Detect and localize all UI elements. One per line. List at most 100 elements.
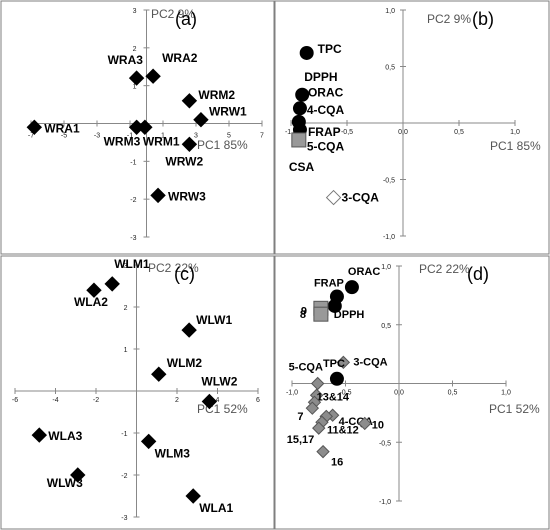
data-point bbox=[329, 371, 344, 386]
point-label: WRW1 bbox=[209, 105, 247, 119]
point-label: 5-CQA bbox=[307, 140, 345, 154]
point-label: 16 bbox=[331, 457, 343, 469]
data-point bbox=[201, 393, 218, 410]
data-point bbox=[327, 298, 342, 313]
pc-x-label: PC1 85% bbox=[490, 139, 541, 153]
y-tick-label: 3 bbox=[133, 8, 137, 15]
y-tick-label: 1 bbox=[133, 84, 137, 91]
data-point bbox=[128, 70, 145, 86]
data-point bbox=[325, 189, 342, 206]
data-point bbox=[313, 306, 329, 322]
point-label: CSA bbox=[289, 160, 315, 174]
panel-label: (b) bbox=[472, 9, 494, 29]
panel-frame bbox=[0, 255, 275, 530]
point-label: WLM3 bbox=[155, 446, 191, 460]
x-tick-label: -5 bbox=[61, 133, 67, 140]
data-point bbox=[291, 132, 307, 148]
x-tick-label: 0,0 bbox=[398, 129, 408, 136]
point-label: 7 bbox=[297, 411, 303, 423]
pc-x-label: PC1 85% bbox=[197, 138, 248, 152]
x-tick-label: 6 bbox=[256, 397, 260, 404]
x-tick-label: -1,0 bbox=[285, 129, 297, 136]
data-point bbox=[26, 119, 43, 135]
x-tick-label: 7 bbox=[260, 133, 264, 140]
point-label: WLM1 bbox=[114, 257, 150, 271]
panel-label: (d) bbox=[467, 264, 489, 284]
data-point bbox=[145, 68, 161, 84]
y-tick-label: -2 bbox=[121, 473, 127, 480]
data-point bbox=[312, 421, 326, 435]
data-point bbox=[193, 112, 209, 128]
y-tick-label: -0,5 bbox=[383, 178, 395, 185]
data-point bbox=[31, 427, 48, 443]
data-point bbox=[86, 282, 102, 298]
point-label: WRA1 bbox=[44, 121, 80, 135]
data-point bbox=[358, 416, 372, 431]
data-point bbox=[316, 444, 330, 459]
y-tick-label: 1 bbox=[124, 347, 128, 354]
point-label: 3-CQA bbox=[353, 356, 387, 368]
point-label: WLW3 bbox=[47, 476, 83, 490]
point-label: WRA3 bbox=[108, 53, 144, 67]
data-point bbox=[344, 280, 359, 295]
point-label: 11&12 bbox=[327, 424, 359, 436]
point-label: FRAP bbox=[308, 125, 341, 139]
x-tick-label: 1,0 bbox=[510, 129, 520, 136]
x-tick-label: 0,5 bbox=[448, 390, 458, 397]
pc-x-label: PC1 52% bbox=[489, 402, 540, 416]
y-tick-label: -1,0 bbox=[379, 499, 391, 506]
data-point bbox=[70, 467, 86, 483]
point-label: DPPH bbox=[334, 309, 365, 321]
panel-frame bbox=[274, 0, 550, 255]
point-label: ORAC bbox=[308, 85, 344, 99]
data-point bbox=[295, 87, 310, 102]
point-label: WRM2 bbox=[198, 88, 235, 102]
point-label: WRW2 bbox=[165, 154, 203, 168]
point-label: WLW1 bbox=[196, 313, 232, 327]
x-tick-label: -4 bbox=[52, 397, 58, 404]
y-tick-label: -1 bbox=[130, 159, 136, 166]
x-tick-label: 3 bbox=[194, 133, 198, 140]
data-point bbox=[181, 93, 198, 109]
point-label: 9 bbox=[301, 305, 307, 317]
x-tick-label: -3 bbox=[94, 133, 100, 140]
data-point bbox=[151, 366, 167, 382]
pc-y-label: PC2 22% bbox=[148, 261, 199, 275]
pc-y-label: PC2 9% bbox=[427, 12, 471, 26]
x-tick-label: 1,0 bbox=[501, 390, 511, 397]
x-tick-label: -0,5 bbox=[339, 390, 351, 397]
data-point bbox=[181, 136, 198, 153]
y-tick-label: -3 bbox=[130, 235, 136, 242]
point-label: WLA2 bbox=[74, 295, 108, 309]
x-tick-label: -6 bbox=[12, 397, 18, 404]
y-tick-label: 3 bbox=[124, 263, 128, 270]
y-tick-label: 1,0 bbox=[381, 264, 391, 271]
y-tick-label: 2 bbox=[133, 46, 137, 53]
data-point bbox=[104, 276, 120, 292]
x-tick-label: 0,5 bbox=[454, 129, 464, 136]
point-label: 15,17 bbox=[287, 434, 315, 446]
x-tick-label: -7 bbox=[28, 133, 34, 140]
chart-panel-4: -1,0 -0,5 0,0 0,5 1,0 -1,0 -0,5 0,5 1,0 PC2 22% PC… bbox=[274, 255, 550, 530]
point-label: ORAC bbox=[348, 266, 380, 278]
chart-panel-1: -7 -5 -3 -1 1 3 5 7 -3 -2 -1 1 2 3 PC2 9% PC1 85% (a) WRA… bbox=[0, 0, 275, 255]
data-point bbox=[305, 401, 320, 415]
y-tick-label: 2 bbox=[124, 305, 128, 312]
point-label: 5-CQA bbox=[289, 362, 323, 374]
point-label: WRM1 bbox=[143, 134, 180, 148]
point-label: 10 bbox=[372, 419, 384, 431]
y-tick-label: 1,0 bbox=[385, 8, 395, 15]
point-label: WLW2 bbox=[201, 375, 237, 389]
point-label: WRM3 bbox=[104, 134, 141, 148]
panel-label: (c) bbox=[174, 264, 195, 284]
pc-y-label: PC2 22% bbox=[419, 262, 470, 276]
data-point bbox=[181, 322, 197, 338]
x-tick-label: 0,0 bbox=[394, 390, 404, 397]
data-point bbox=[310, 376, 325, 391]
pc-y-label: PC2 9% bbox=[151, 7, 195, 21]
point-label: TPC bbox=[323, 358, 345, 370]
point-label: WLA1 bbox=[199, 501, 233, 515]
y-tick-label: -0,5 bbox=[379, 440, 391, 447]
